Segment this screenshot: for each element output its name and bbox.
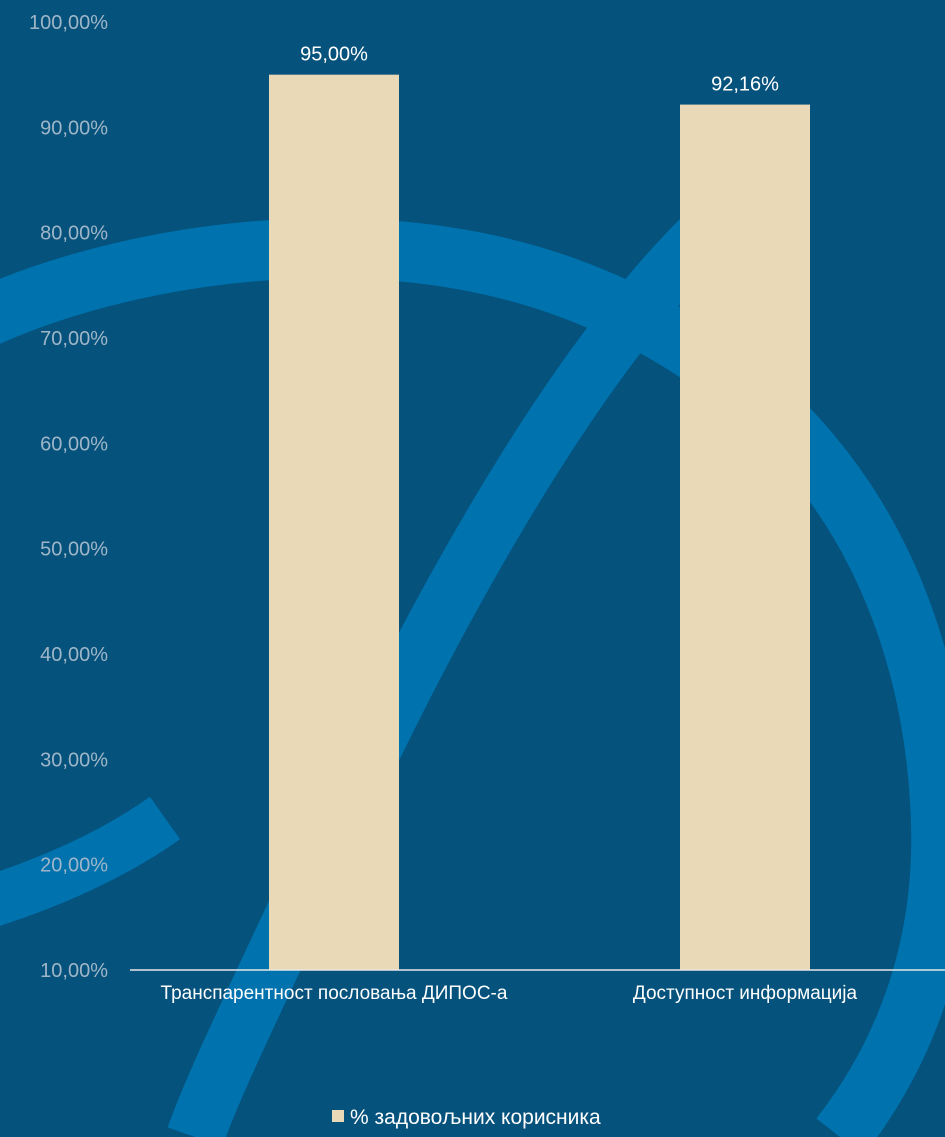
- y-axis-ticks: 10,00% 20,00% 30,00% 40,00% 50,00% 60,00% 70,0…: [29, 12, 108, 982]
- y-tick-label: 80,00%: [40, 223, 108, 245]
- y-tick-label: 40,00%: [40, 644, 108, 666]
- legend: % задовољних корисника: [332, 1106, 601, 1129]
- legend-label: % задовољних корисника: [350, 1106, 601, 1129]
- data-label: 95,00%: [300, 44, 368, 66]
- y-tick-label: 10,00%: [40, 960, 108, 982]
- y-tick-label: 100,00%: [29, 12, 108, 34]
- y-tick-label: 30,00%: [40, 749, 108, 771]
- data-labels: 95,00% 92,16%: [300, 44, 779, 96]
- bar: [269, 74, 399, 970]
- y-tick-label: 90,00%: [40, 117, 108, 139]
- bar: [680, 104, 810, 970]
- category-label: Транспарентност пословања ДИПОС-а: [161, 983, 508, 1004]
- data-label: 92,16%: [711, 74, 779, 96]
- y-tick-label: 50,00%: [40, 539, 108, 561]
- decor-arc-small: [0, 796, 181, 926]
- category-label: Доступност информација: [633, 983, 858, 1004]
- legend-swatch: [332, 1110, 344, 1122]
- bars: [269, 74, 810, 970]
- y-tick-label: 20,00%: [40, 855, 108, 877]
- y-tick-label: 60,00%: [40, 433, 108, 455]
- y-tick-label: 70,00%: [40, 328, 108, 350]
- category-labels: Транспарентност пословања ДИПОС-а Доступн…: [161, 983, 858, 1004]
